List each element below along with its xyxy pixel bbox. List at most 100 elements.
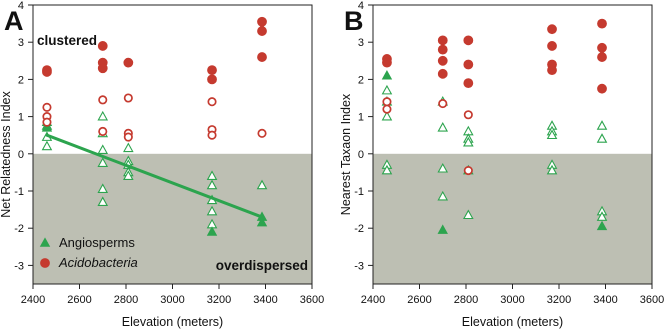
- acidobacteria-filled-point: [97, 41, 108, 51]
- x-tick-label: 3400: [593, 294, 617, 306]
- acidobacteria-filled-point: [382, 57, 392, 68]
- x-tick-label: 3000: [500, 294, 524, 306]
- panel-a-ticks: 2400 2600 2800 3000 3200 3400 3600 -3 -2 -1 0 1 2 3 4: [14, 0, 324, 306]
- acidobacteria-open-point: [207, 130, 217, 140]
- y-tick-label: 0: [358, 149, 364, 161]
- acidobacteria-open-point: [123, 93, 133, 103]
- panel-a-marks: [41, 16, 268, 236]
- x-tick-label: 2600: [67, 294, 91, 306]
- acidobacteria-open-point: [382, 104, 392, 114]
- x-tick-label: 2800: [114, 294, 138, 306]
- acidobacteria-filled-point: [437, 68, 448, 79]
- acidobacteria-open-point: [463, 165, 473, 176]
- panel-b-ticks: 2400 2600 2800 3000 3200 3400 3600 -3 -2 -1 0 1 2 3 4: [354, 0, 664, 306]
- x-tick-label: 2800: [454, 294, 478, 306]
- acidobacteria-filled-point: [463, 78, 474, 89]
- angiosperms-filled-point: [256, 216, 268, 227]
- legend-label-acidobacteria: Acidobacteria: [58, 255, 138, 270]
- annotation-clustered: clustered: [37, 33, 97, 48]
- panel-a: A 2400 2600 2800 3000 3200 3400 3600 -3 -2 -1 0 1 2 3…: [0, 0, 324, 329]
- x-tick-label: 3000: [160, 294, 184, 306]
- x-tick-label: 3400: [253, 294, 277, 306]
- angiosperms-open-point: [123, 142, 134, 153]
- acidobacteria-filled-point: [437, 35, 448, 46]
- angiosperms-open-point: [437, 122, 449, 132]
- acidobacteria-filled-point: [257, 52, 267, 62]
- acidobacteria-open-point: [438, 99, 448, 109]
- acidobacteria-filled-point: [597, 52, 607, 62]
- acidobacteria-open-point: [123, 132, 133, 142]
- legend-marker-acidobacteria: [40, 258, 50, 268]
- acidobacteria-open-point: [42, 117, 52, 127]
- panel-a-x-axis-label: Elevation (meters): [122, 315, 223, 329]
- angiosperms-open-point: [97, 157, 109, 167]
- acidobacteria-open-point: [257, 128, 267, 138]
- panel-b-x-axis-label: Elevation (meters): [462, 315, 563, 329]
- acidobacteria-filled-point: [207, 65, 217, 75]
- acidobacteria-filled-point: [547, 41, 557, 51]
- y-tick-label: -3: [14, 260, 24, 272]
- annotation-overdispersed: overdispersed: [216, 258, 308, 273]
- y-tick-label: 3: [358, 37, 364, 49]
- x-tick-label: 3200: [547, 294, 571, 306]
- panel-b: B 2400 2600 2800 3000 3200 3400 3600 -3 -2 -1 0 1 2 3…: [339, 0, 664, 329]
- angiosperms-open-point: [381, 110, 393, 121]
- legend-marker-angiosperms: [39, 237, 51, 247]
- angiosperms-open-point: [463, 209, 474, 220]
- legend-acidobacteria-marker-shape: [40, 258, 50, 268]
- acidobacteria-filled-point: [257, 26, 267, 36]
- acidobacteria-open-point: [42, 102, 52, 112]
- angiosperms-open-point: [206, 205, 218, 216]
- angiosperms-open-point: [437, 190, 449, 201]
- angiosperms-open-point: [596, 211, 608, 221]
- y-tick-label: 1: [358, 112, 364, 124]
- angiosperms-open-point: [596, 133, 608, 143]
- angiosperms-open-point: [546, 129, 558, 140]
- legend-label-angiosperms: Angiosperms: [59, 235, 135, 250]
- angiosperms-filled-point: [206, 226, 218, 236]
- acidobacteria-filled-point: [42, 67, 52, 77]
- angiosperms-open-point: [97, 144, 109, 154]
- acidobacteria-open-point: [382, 97, 392, 107]
- acidobacteria-filled-point: [463, 59, 474, 70]
- angiosperms-open-point: [97, 110, 109, 121]
- acidobacteria-filled-point: [597, 18, 607, 29]
- acidobacteria-open-point: [463, 110, 473, 120]
- angiosperms-open-point: [546, 164, 558, 175]
- panel-b-marks: [381, 18, 608, 234]
- acidobacteria-filled-point: [97, 63, 108, 74]
- x-tick-label: 3200: [207, 294, 231, 306]
- acidobacteria-filled-point: [437, 44, 448, 55]
- angiosperms-filled-point: [596, 220, 608, 231]
- legend: Angiosperms Acidobacteria: [39, 235, 138, 270]
- panel-a-trendline: [45, 133, 264, 219]
- acidobacteria-filled-point: [597, 42, 607, 53]
- angiosperms-open-point: [206, 170, 218, 180]
- angiosperms-open-point: [381, 84, 393, 95]
- angiosperms-open-point: [596, 120, 608, 130]
- acidobacteria-filled-point: [207, 74, 217, 85]
- angiosperms-open-point: [463, 136, 474, 147]
- y-tick-label: 3: [18, 37, 24, 49]
- panel-b-y-axis-label: Nearest Taxaon Index: [339, 93, 353, 215]
- acidobacteria-filled-point: [257, 16, 267, 27]
- y-tick-label: 4: [18, 0, 24, 12]
- x-tick-label: 3600: [300, 294, 324, 306]
- acidobacteria-filled-point: [547, 65, 557, 75]
- panel-b-shaded-region: [373, 153, 652, 284]
- panel-a-letter: A: [4, 6, 24, 36]
- y-tick-label: -1: [14, 186, 24, 198]
- angiosperms-open-point: [97, 196, 109, 207]
- angiosperms-open-point: [97, 183, 109, 194]
- y-tick-label: 2: [358, 74, 364, 86]
- acidobacteria-filled-point: [597, 83, 607, 94]
- y-tick-label: 2: [18, 74, 24, 86]
- legend-angiosperms-marker-shape: [39, 237, 51, 247]
- x-tick-label: 2600: [407, 294, 431, 306]
- angiosperms-open-point: [256, 179, 268, 190]
- acidobacteria-filled-point: [547, 24, 557, 35]
- acidobacteria-filled-point: [437, 55, 448, 66]
- angiosperms-open-point: [41, 140, 53, 151]
- y-tick-label: -2: [14, 223, 24, 235]
